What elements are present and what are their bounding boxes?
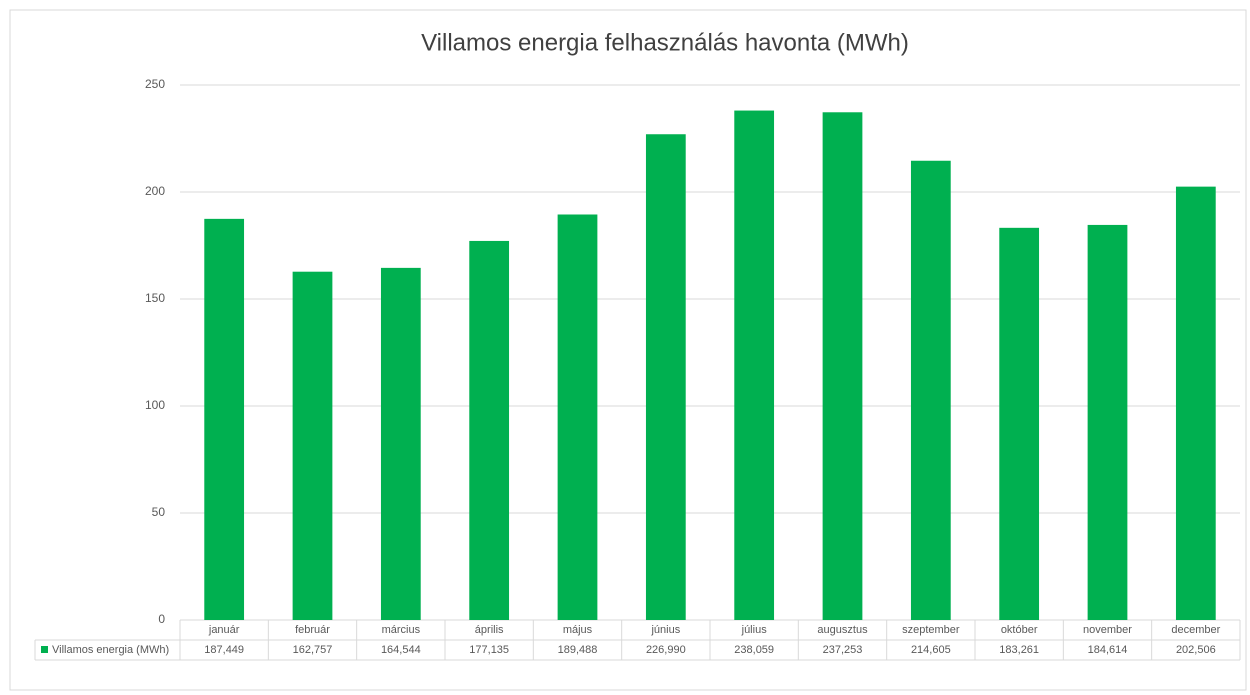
bar — [910, 160, 951, 620]
bar — [734, 110, 775, 620]
data-table-value: 189,488 — [558, 644, 598, 656]
x-tick-label: június — [650, 624, 680, 636]
data-table-value: 164,544 — [381, 644, 421, 656]
bar — [292, 271, 333, 620]
x-tick-label: december — [1171, 624, 1220, 636]
data-table-value: 183,261 — [999, 644, 1039, 656]
bar — [645, 134, 686, 620]
legend-label: Villamos energia (MWh) — [52, 644, 169, 656]
bar — [1087, 224, 1128, 621]
x-tick-label: augusztus — [817, 624, 868, 636]
bar — [469, 240, 510, 621]
data-table-value: 202,506 — [1176, 644, 1216, 656]
x-tick-label: április — [475, 624, 504, 636]
bar — [1175, 186, 1216, 621]
data-table-value: 184,614 — [1088, 644, 1128, 656]
data-table-value: 214,605 — [911, 644, 951, 656]
bar — [999, 227, 1040, 620]
x-tick-label: november — [1083, 624, 1132, 636]
data-table-value: 238,059 — [734, 644, 774, 656]
y-tick-label: 0 — [158, 612, 165, 626]
data-table-value: 237,253 — [823, 644, 863, 656]
x-tick-label: március — [382, 624, 421, 636]
data-table-value: 187,449 — [204, 644, 244, 656]
data-table-value: 162,757 — [293, 644, 333, 656]
x-tick-label: szeptember — [902, 624, 960, 636]
data-table-value: 177,135 — [469, 644, 509, 656]
data-table-value: 226,990 — [646, 644, 686, 656]
x-tick-label: július — [741, 624, 768, 636]
y-tick-label: 150 — [145, 291, 165, 305]
y-tick-label: 50 — [152, 505, 166, 519]
y-tick-label: 200 — [145, 184, 165, 198]
chart-title: Villamos energia felhasználás havonta (M… — [421, 29, 909, 56]
bar — [204, 218, 245, 621]
chart-frame — [9, 9, 1247, 691]
y-tick-label: 250 — [145, 77, 165, 91]
x-tick-label: január — [208, 624, 240, 636]
bar — [380, 267, 421, 620]
x-tick-label: május — [563, 624, 593, 636]
legend-key — [41, 646, 48, 653]
x-tick-label: február — [295, 624, 330, 636]
y-tick-label: 100 — [145, 398, 165, 412]
bar — [557, 214, 598, 621]
bar — [822, 112, 863, 621]
x-tick-label: október — [1001, 624, 1038, 636]
